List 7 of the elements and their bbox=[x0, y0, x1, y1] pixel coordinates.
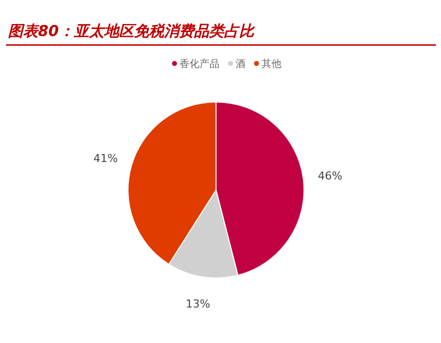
legend-label: 香化产品 bbox=[180, 58, 220, 70]
data-label: 13% bbox=[186, 298, 210, 311]
data-label: 41% bbox=[93, 152, 118, 165]
data-label: 46% bbox=[318, 170, 342, 183]
chart-title: 图表80：亚太地区免税消费品类占比 bbox=[8, 22, 256, 40]
legend-label: 其他 bbox=[262, 58, 282, 70]
legend-label: 酒 bbox=[236, 58, 246, 70]
